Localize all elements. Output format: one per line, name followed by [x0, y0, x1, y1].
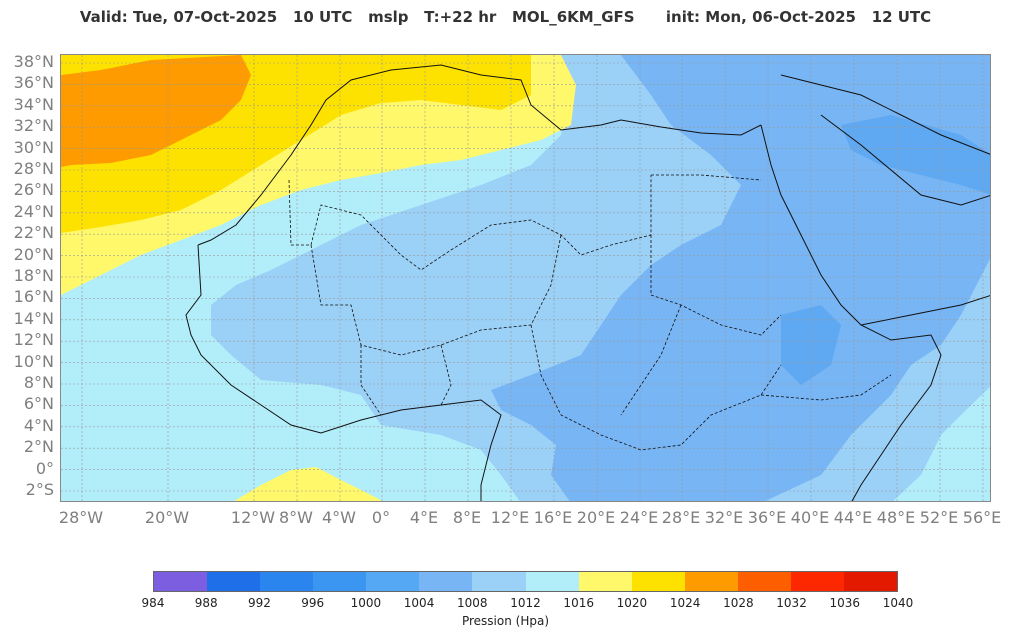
latitude-label: 16°N: [13, 287, 54, 307]
latitude-label: 26°N: [13, 180, 54, 200]
colorbar-segment: [737, 572, 791, 591]
latitude-label: 8°N: [23, 373, 54, 392]
colorbar-segment: [525, 572, 579, 591]
longitude-label: 12°E: [490, 508, 530, 527]
map-title: Valid: Tue, 07-Oct-2025 10 UTC mslp T:+2…: [79, 8, 932, 26]
colorbar-tick-label: 996: [301, 596, 325, 610]
colorbar-tick-label: 1032: [776, 596, 807, 610]
colorbar-tick-label: 984: [141, 596, 165, 610]
colorbar-tick-label: 1040: [882, 596, 914, 610]
latitude-label: 2°N: [23, 437, 54, 457]
latitude-label: 18°N: [13, 266, 54, 285]
longitude-label: 20°E: [576, 508, 616, 527]
colorbar-segment: [844, 572, 898, 591]
latitude-label: 10°N: [13, 351, 54, 371]
colorbar-segment: [419, 572, 473, 591]
longitude-label: 52°E: [919, 508, 959, 527]
colorbar-title: Pression (Hpa): [461, 614, 550, 628]
colorbar-tick-label: 1024: [669, 596, 701, 610]
colorbar-segment: [472, 572, 526, 591]
colorbar-tick-label: 1016: [563, 596, 594, 610]
colorbar-segment: [260, 572, 314, 591]
longitude-label: 20°W: [144, 508, 190, 527]
longitude-label: 8°W: [279, 508, 313, 527]
colorbar-tick-label: 1000: [350, 596, 382, 610]
coastline: [185, 64, 990, 501]
longitude-label: 24°E: [619, 508, 659, 527]
latitude-label: 32°N: [13, 116, 54, 136]
zone-1004-1008: [491, 55, 990, 501]
zone-1024-1028: [61, 55, 251, 167]
colorbar-segment: [684, 572, 738, 591]
longitude-label: 28°W: [58, 508, 104, 527]
longitude-label: 32°E: [704, 508, 744, 527]
colorbar-segment: [790, 572, 845, 591]
longitude-label: 8°E: [452, 508, 482, 527]
colorbar-tick-label: 1012: [510, 596, 541, 610]
colorbar-segment: [578, 572, 632, 591]
longitude-label: 44°E: [833, 508, 873, 527]
colorbar-tick-label: 988: [194, 596, 218, 610]
colorbar-tick-label: 1036: [829, 596, 861, 610]
pressure-colorbar: [153, 571, 898, 592]
longitude-label: 28°E: [661, 508, 701, 527]
colorbar-tick-label: 1028: [723, 596, 754, 610]
latitude-label: 2°S: [25, 480, 54, 499]
pressure-map-canvas: [61, 55, 990, 501]
colorbar-segment: [207, 572, 261, 591]
latitude-label: 28°N: [13, 159, 54, 178]
colorbar-tick-label: 1004: [403, 596, 435, 610]
latitude-label: 34°N: [13, 94, 54, 114]
latitude-label: 30°N: [13, 137, 54, 157]
pressure-map: [60, 54, 991, 502]
map-grid: [61, 55, 990, 501]
colorbar-tick-label: 1008: [457, 596, 488, 610]
longitude-label: 40°E: [790, 508, 830, 527]
colorbar-segment: [631, 572, 685, 591]
longitude-label: 12°W: [230, 508, 276, 527]
longitude-label: 48°E: [876, 508, 916, 527]
latitude-label: 20°N: [13, 244, 54, 264]
latitude-label: 38°N: [13, 52, 54, 71]
longitude-label: 16°E: [533, 508, 573, 527]
longitude-label: 4°W: [322, 508, 356, 527]
latitude-label: 4°N: [23, 415, 54, 435]
latitude-label: 6°N: [23, 394, 54, 414]
colorbar-segment: [366, 572, 420, 591]
longitude-label: 36°E: [747, 508, 787, 527]
latitude-label: 14°N: [13, 308, 54, 328]
longitude-label: 0°: [371, 508, 391, 527]
zone-1000-1004: [841, 115, 990, 195]
colorbar-tick-label: 1020: [616, 596, 648, 610]
zone-1016-1020-south: [234, 467, 383, 501]
latitude-label: 24°N: [13, 201, 54, 221]
latitude-label: 0°: [35, 458, 54, 478]
latitude-label: 12°N: [13, 330, 54, 350]
colorbar-segment: [154, 572, 208, 591]
latitude-label: 22°N: [13, 223, 54, 243]
country-borders: [288, 174, 892, 451]
colorbar-segment: [313, 572, 367, 591]
latitude-label: 36°N: [13, 73, 54, 93]
colorbar-tick-label: 992: [247, 596, 271, 610]
longitude-label: 4°E: [409, 508, 439, 527]
longitude-label: 56°E: [962, 508, 1002, 527]
